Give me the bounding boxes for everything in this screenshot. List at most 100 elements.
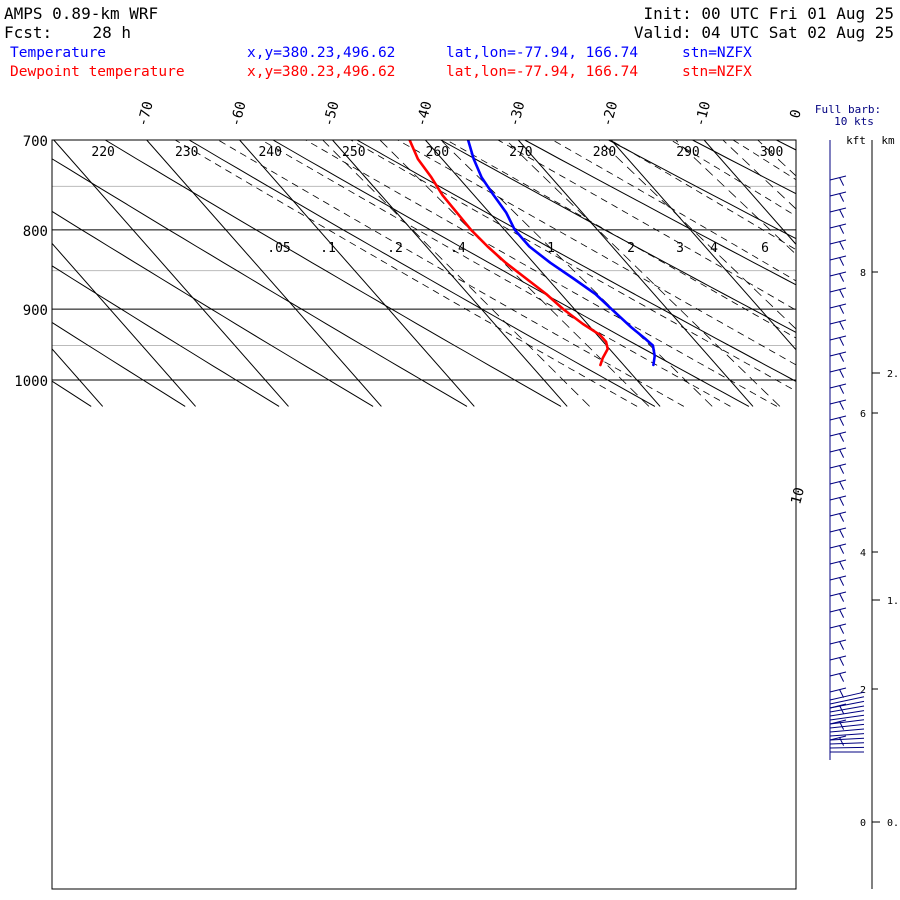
wind-barb: [829, 607, 847, 613]
wind-barb: [829, 511, 847, 517]
isotherm: [52, 348, 104, 407]
isotherm: [703, 140, 796, 246]
wind-barb: [829, 271, 847, 277]
mixing-ratio-line: [505, 140, 781, 407]
dry-adiabat: [52, 210, 374, 407]
moist-adiabat: [305, 140, 778, 407]
mixing-ratio-label: 6: [761, 241, 769, 256]
moist-adiabat: [175, 140, 638, 407]
kft-tick-label: 8: [860, 268, 866, 279]
wind-barb-flag: [839, 321, 845, 330]
barb-legend-line1: Full barb:: [815, 103, 881, 116]
wind-barb: [829, 575, 847, 581]
wind-barb: [829, 479, 847, 485]
pressure-label: 800: [23, 224, 48, 240]
isotherm-label: -70: [135, 100, 157, 129]
profile-lines: [408, 140, 657, 367]
wind-barb: [829, 733, 865, 737]
wind-barb: [829, 639, 847, 645]
kft-tick-label: 2: [860, 685, 866, 696]
mixing-ratio-line: [440, 140, 713, 407]
legend-temperature: Temperature: [10, 45, 106, 61]
wind-barb: [829, 655, 847, 661]
legend-dewpoint-stn: stn=NZFX: [682, 64, 752, 80]
pressure-label: 900: [23, 303, 48, 319]
wind-barb-flag: [839, 257, 845, 266]
theta-label: 270: [509, 145, 532, 160]
isotherm: [610, 140, 796, 351]
wind-barb-flag: [839, 497, 845, 506]
wind-barb: [829, 319, 847, 325]
isotherm-label: 10: [788, 486, 808, 506]
wind-barb: [829, 383, 847, 389]
wind-barb-flag: [839, 609, 845, 618]
wind-barb-flag: [839, 577, 845, 586]
wind-barb: [829, 728, 865, 733]
axis-labels: 700 800 900 1000 -70 -60 -50 -40 -30 -20 -10 0 10 220…: [14, 100, 808, 507]
wind-barb: [829, 175, 847, 181]
theta-label: 290: [676, 145, 699, 160]
wind-barb: [829, 527, 847, 533]
wind-barb: [829, 719, 865, 725]
wind-barb-flag: [839, 177, 845, 186]
moist-adiabat: [552, 140, 796, 282]
wind-barb: [829, 287, 847, 293]
kft-tick-label: 6: [860, 409, 866, 420]
mixing-ratio-label: .2: [387, 241, 403, 256]
wind-barb-flag: [839, 241, 845, 250]
dry-adiabat: [188, 140, 656, 407]
thermo-grid: [52, 140, 900, 407]
model-title: AMPS 0.89-km WRF: [4, 4, 158, 23]
dry-adiabat: [272, 140, 750, 407]
wind-barb: [829, 559, 847, 565]
isotherm: [52, 242, 196, 407]
wind-barb-flag: [839, 545, 845, 554]
valid-time: Valid: 04 UTC Sat 02 Aug 25: [634, 23, 894, 42]
wind-barb-flag: [839, 641, 845, 650]
wind-barb-flag: [839, 561, 845, 570]
wind-barb: [829, 543, 847, 549]
isotherm-label: 0: [787, 108, 805, 120]
mixing-ratio-line: [846, 140, 900, 406]
wind-barb-flag: [839, 305, 845, 314]
dry-adiabat: [776, 140, 796, 151]
wind-barb-flag: [839, 369, 845, 378]
isotherm-label: -50: [321, 100, 343, 129]
wind-barb: [829, 495, 847, 501]
plot-frame: [51, 139, 797, 890]
wind-barb: [829, 705, 865, 713]
wind-barb: [829, 351, 847, 357]
theta-label: 220: [91, 145, 114, 160]
dry-adiabat: [356, 140, 796, 382]
dry-adiabat: [52, 158, 468, 407]
init-time: Init: 00 UTC Fri 01 Aug 25: [644, 4, 894, 23]
pressure-label: 700: [23, 134, 48, 150]
isotherm: [332, 140, 568, 407]
dry-adiabat: [104, 140, 562, 407]
dry-adiabat: [52, 265, 280, 407]
legend-dewpoint-latlon: lat,lon=-77.94, 166.74: [446, 64, 638, 80]
mixing-ratio-line: [379, 140, 650, 407]
mixing-ratio-line: [598, 140, 796, 330]
height-unit-km: km: [881, 134, 895, 147]
moist-adiabat: [610, 140, 796, 251]
wind-barb-flag: [839, 625, 845, 634]
wind-barb: [829, 714, 865, 721]
wind-barb: [829, 737, 865, 741]
wind-barb: [829, 591, 847, 597]
dry-adiabat: [860, 140, 900, 406]
km-tick-label: 1.: [887, 596, 899, 607]
dry-adiabat: [52, 321, 186, 407]
forecast-label: Fcst:: [4, 23, 52, 42]
wind-barb-flag: [839, 385, 845, 394]
temperature-profile: [466, 140, 657, 367]
wind-barb: [829, 735, 847, 741]
wind-barb: [829, 303, 847, 309]
wind-barb: [829, 623, 847, 629]
legend-dewpoint-xy: x,y=380.23,496.62: [247, 64, 395, 80]
wind-barb: [829, 223, 847, 229]
dry-adiabat: [692, 140, 796, 195]
wind-barb: [829, 691, 865, 701]
legend-temperature-latlon: lat,lon=-77.94, 166.74: [446, 45, 638, 61]
